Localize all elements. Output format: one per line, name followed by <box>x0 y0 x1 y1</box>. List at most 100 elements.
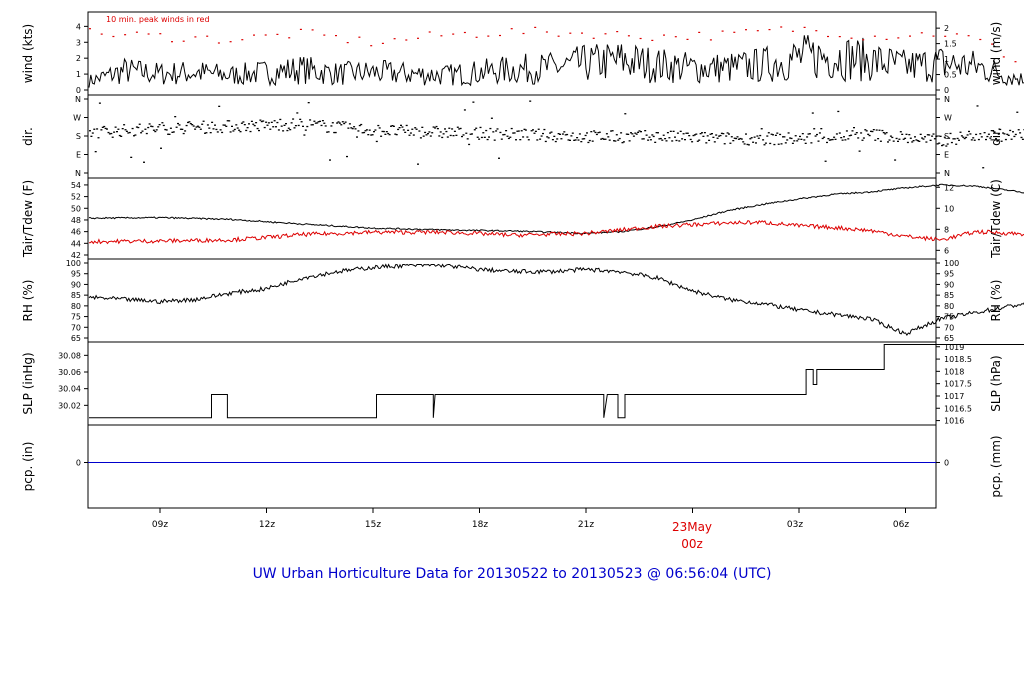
wind-direction-point <box>605 133 608 135</box>
wind-peak-point <box>909 35 911 37</box>
wind-peak-point <box>194 36 197 38</box>
wind-direction-point <box>895 137 898 140</box>
wind-direction-point <box>216 131 219 133</box>
wind-direction-point <box>569 139 571 141</box>
wind-direction-point <box>327 131 330 133</box>
wind-direction-point <box>252 123 255 125</box>
wind-direction-point <box>823 136 826 138</box>
wind-direction-point <box>561 133 564 135</box>
wind-direction-point <box>858 150 861 152</box>
wind-direction-point <box>691 141 694 143</box>
wind-direction-point <box>127 132 130 134</box>
wind-direction-point <box>921 137 924 139</box>
y-tick-label-right: 1016.5 <box>944 404 972 413</box>
wind-direction-point <box>885 132 888 134</box>
wind-peak-point <box>487 35 490 37</box>
wind-direction-point <box>743 143 746 145</box>
wind-peak-point <box>182 40 185 42</box>
wind-direction-point <box>512 132 515 134</box>
wind-direction-point <box>979 133 982 135</box>
wind-direction-point <box>204 132 206 134</box>
wind-direction-point <box>730 136 733 138</box>
wind-direction-point <box>902 138 905 140</box>
x-date-time-label: 00z <box>681 537 703 551</box>
wind-peak-point <box>721 30 724 32</box>
wind-direction-point <box>965 136 968 139</box>
wind-direction-point <box>834 138 837 140</box>
wind-direction-point <box>421 126 424 128</box>
wind-direction-point <box>976 105 979 107</box>
wind-direction-point <box>465 132 468 134</box>
wind-direction-point <box>607 136 610 138</box>
wind-direction-point <box>493 139 496 141</box>
wind-direction-point <box>644 130 647 132</box>
wind-direction-point <box>950 141 953 144</box>
wind-direction-point <box>219 129 222 131</box>
wind-direction-point <box>515 139 517 141</box>
panel-frame <box>87 94 937 179</box>
chart-title: UW Urban Horticulture Data for 20130522 … <box>252 566 772 582</box>
wind-direction-point <box>263 126 266 129</box>
wind-direction-point <box>764 142 767 144</box>
wind-peak-point <box>510 28 513 30</box>
wind-direction-point <box>1007 134 1010 136</box>
y-tick-label-left: 44 <box>71 239 81 248</box>
wind-direction-point <box>128 131 131 134</box>
wind-direction-point <box>348 123 351 125</box>
wind-direction-point <box>208 127 211 129</box>
wind-direction-point <box>678 140 681 142</box>
wind-peak-point <box>803 26 806 28</box>
wind-direction-point <box>686 132 689 134</box>
wind-direction-point <box>221 131 224 134</box>
wind-direction-point <box>517 130 520 132</box>
wind-direction-point <box>952 138 955 140</box>
wind-direction-point <box>89 130 91 132</box>
x-tick-label: 12z <box>259 520 275 530</box>
y-tick-label-right: 70 <box>944 323 954 332</box>
wind-direction-point <box>435 125 438 128</box>
wind-direction-point <box>125 130 128 132</box>
y-tick-label-right: 0 <box>944 459 949 468</box>
wind-direction-point <box>469 133 472 135</box>
wind-direction-point <box>551 139 554 141</box>
wind-direction-point <box>270 121 273 123</box>
wind-direction-point <box>657 132 659 134</box>
wind-direction-point <box>617 139 620 141</box>
wind-peak-point <box>1002 56 1005 58</box>
pressure-line <box>89 344 1024 419</box>
x-tick-label: 18z <box>472 520 488 530</box>
wind-direction-point <box>732 140 735 142</box>
wind-direction-point <box>986 135 989 138</box>
wind-direction-point <box>613 140 615 142</box>
wind-peak-point <box>499 34 501 37</box>
wind-speed-line <box>88 35 1024 88</box>
wind-direction-point <box>412 134 415 136</box>
y-axis-label-left: pcp. (in) <box>21 442 35 492</box>
wind-direction-point <box>299 118 302 120</box>
wind-direction-point <box>286 129 289 132</box>
y-tick-label-left: 2 <box>76 54 81 63</box>
wind-direction-point <box>938 142 941 144</box>
wind-direction-point <box>133 135 135 137</box>
wind-direction-point <box>117 128 120 130</box>
wind-direction-point <box>293 127 296 129</box>
y-tick-label-left: 80 <box>71 302 81 311</box>
wind-direction-point <box>855 132 858 134</box>
wind-direction-point <box>507 137 510 140</box>
wind-direction-point <box>240 122 243 124</box>
panel-frame <box>87 341 937 426</box>
wind-direction-point <box>121 128 124 130</box>
wind-direction-point <box>550 131 553 133</box>
wind-peak-point <box>452 33 455 35</box>
wind-peak-point <box>639 37 642 40</box>
wind-direction-point <box>218 105 221 107</box>
wind-direction-point <box>368 129 371 131</box>
wind-direction-point <box>378 127 381 129</box>
wind-direction-point <box>770 133 773 135</box>
wind-direction-point <box>239 131 242 133</box>
wind-direction-point <box>774 134 777 136</box>
wind-direction-point <box>249 130 252 133</box>
wind-peak-point <box>253 34 255 36</box>
wind-direction-point <box>279 118 282 121</box>
wind-direction-point <box>587 141 590 144</box>
